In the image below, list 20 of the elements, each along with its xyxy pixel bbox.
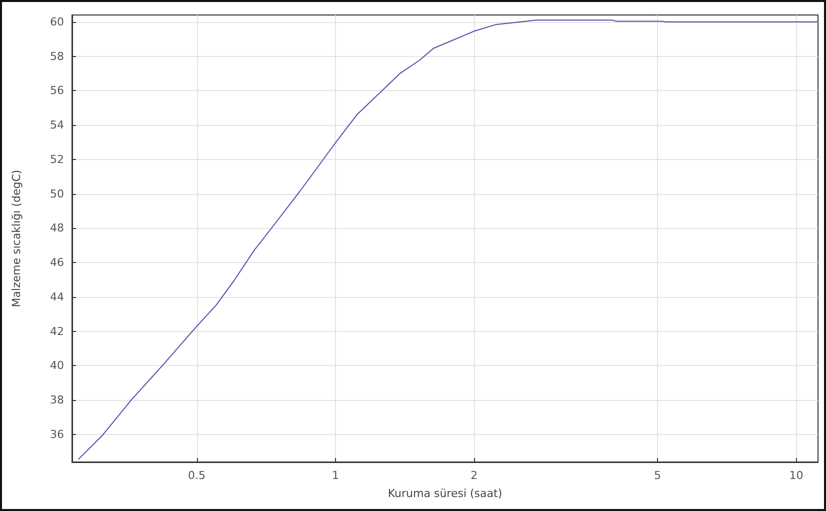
x-axis-title: Kuruma süresi (saat): [388, 487, 502, 500]
y-axis-title: Malzeme sıcaklığı (degC): [10, 170, 23, 308]
x-tick-label: 5: [654, 469, 662, 482]
y-tick-label: 50: [50, 187, 64, 200]
x-tick-label: 10: [789, 469, 804, 482]
y-tick-label: 40: [50, 359, 64, 372]
x-tick-label: 2: [470, 469, 478, 482]
y-tick-label: 52: [50, 152, 64, 166]
y-tick-label: 46: [50, 256, 64, 270]
y-tick-label: 56: [50, 84, 64, 98]
y-tick-label: 60: [50, 15, 64, 28]
y-tick-label: 42: [50, 324, 64, 338]
y-tick-label: 58: [50, 50, 64, 63]
y-tick-label: 44: [50, 290, 64, 304]
x-tick-label: 0.5: [188, 469, 206, 482]
x-tick-label: 1: [332, 469, 339, 482]
y-tick-label: 36: [50, 428, 64, 441]
y-tick-label: 48: [50, 222, 64, 235]
y-tick-label: 54: [50, 118, 64, 132]
y-tick-label: 38: [50, 394, 64, 407]
